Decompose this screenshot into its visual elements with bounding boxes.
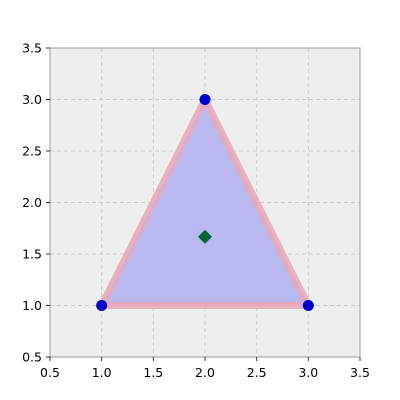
y-tick-label: 2.5: [22, 144, 42, 159]
y-tick-label: 3.0: [22, 92, 42, 107]
vertex-point: [96, 300, 108, 311]
y-tick-label: 0.5: [22, 350, 42, 365]
y-tick-label: 3.5: [22, 41, 42, 56]
x-tick-label: 1.5: [143, 365, 163, 380]
y-tick-label: 1.0: [22, 298, 42, 313]
triangle-layer: [98, 96, 312, 309]
x-tick-label: 3.5: [350, 365, 370, 380]
vertex-point: [302, 300, 314, 311]
x-tick-label: 1.0: [92, 365, 112, 380]
x-axis-ticks: 0.5 1.0 1.5 2.0 2.5 3.0 3.5: [40, 357, 370, 380]
x-tick-label: 2.5: [247, 365, 267, 380]
centroid-point: [198, 229, 212, 244]
y-axis-ticks: 0.5 1.0 1.5 2.0 2.5 3.0 3.5: [22, 41, 50, 365]
x-tick-label: 0.5: [40, 365, 60, 380]
data-points: [96, 94, 314, 311]
y-tick-label: 2.0: [22, 195, 42, 210]
triangle-polygon: [98, 96, 312, 309]
x-tick-label: 2.0: [195, 365, 215, 380]
y-tick-label: 1.5: [22, 247, 42, 262]
vertex-point: [199, 94, 211, 105]
x-tick-label: 3.0: [298, 365, 318, 380]
